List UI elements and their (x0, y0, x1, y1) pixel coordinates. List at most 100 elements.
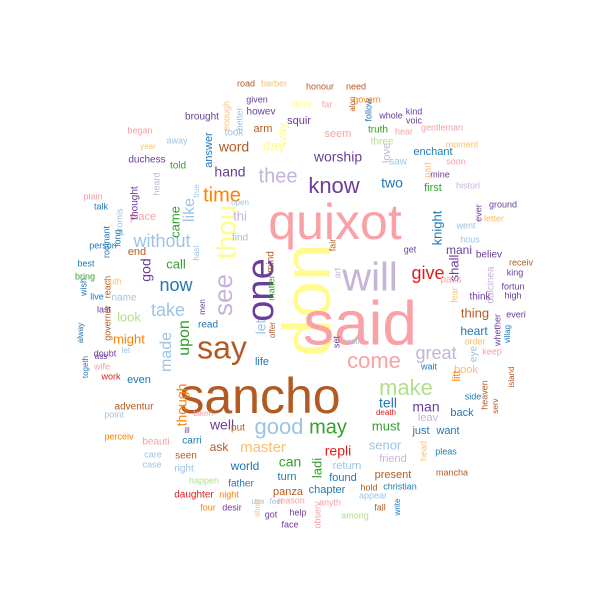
cloud-word-present: present (375, 469, 412, 481)
cloud-word-case: case (142, 459, 161, 469)
cloud-word-shall: shall (446, 255, 461, 282)
cloud-word-even: even (127, 374, 151, 386)
cloud-word-reason: reason (277, 495, 305, 505)
cloud-word-thou: thou (210, 205, 241, 260)
cloud-word-short: short (253, 498, 262, 517)
cloud-word-doubt: doubt (94, 348, 117, 358)
cloud-word-year: year (140, 142, 156, 151)
cloud-word-return: return (333, 460, 362, 472)
cloud-word-soon: soon (446, 156, 466, 166)
cloud-word-one: one (240, 258, 282, 321)
cloud-word-adventur: adventur (115, 402, 155, 413)
cloud-word-upon: upon (176, 320, 193, 356)
cloud-word-look: look (117, 309, 141, 324)
cloud-word-gentleman: gentleman (421, 122, 463, 132)
cloud-word-will: will (341, 256, 398, 300)
cloud-word-ass: ass (95, 352, 107, 361)
cloud-word-though: though (174, 384, 190, 427)
cloud-word-duchess: duchess (128, 155, 165, 166)
cloud-word-ground: ground (489, 199, 517, 209)
cloud-word-tell: tell (379, 395, 397, 411)
cloud-word-castl: castl (343, 337, 360, 346)
cloud-word-mind: mind (266, 251, 277, 273)
cloud-word-four: four (200, 502, 216, 512)
cloud-word-took: took (225, 128, 245, 139)
cloud-word-ask: ask (210, 440, 230, 454)
cloud-word-dulcinea: dulcinea (486, 266, 497, 304)
cloud-word-answer: answer (203, 132, 215, 168)
cloud-word-must: must (372, 418, 401, 433)
cloud-word-pass: pass (440, 275, 461, 286)
cloud-word-open: open (231, 198, 249, 207)
cloud-word-voic: voic (406, 115, 423, 125)
cloud-word-ladi: ladi (309, 458, 324, 478)
cloud-word-last: last (97, 304, 112, 314)
cloud-word-great: great (415, 343, 456, 363)
cloud-word-heart: heart (460, 324, 488, 338)
cloud-word-like: like (181, 198, 198, 222)
cloud-word-two: two (381, 175, 403, 191)
cloud-word-well: well (209, 417, 234, 433)
cloud-word-come: come (347, 348, 401, 373)
cloud-word-place: place (130, 211, 156, 223)
cloud-word-god: god (138, 258, 154, 281)
cloud-word-back: back (450, 407, 474, 419)
cloud-word-mani: mani (446, 243, 472, 257)
cloud-word-first: first (424, 182, 442, 194)
cloud-word-daughter: daughter (174, 490, 214, 501)
cloud-word-said: said (303, 289, 417, 358)
cloud-word-fair: fair (327, 239, 337, 252)
cloud-word-give: give (411, 263, 444, 283)
cloud-word-care: care (144, 449, 162, 459)
cloud-word-right: right (174, 464, 194, 475)
cloud-word-order: order (464, 336, 485, 346)
cloud-word-among: among (341, 510, 369, 520)
cloud-word-make: make (379, 375, 433, 400)
cloud-word-road: road (237, 78, 255, 88)
cloud-word-point: point (104, 409, 124, 419)
cloud-word-alon: alon (348, 96, 357, 111)
cloud-word-saw: saw (389, 157, 408, 168)
cloud-word-just: just (411, 425, 429, 437)
cloud-word-life: life (255, 356, 269, 368)
cloud-word-eye: eye (469, 346, 480, 363)
cloud-word-don: don (269, 243, 345, 356)
cloud-word-without: without (132, 231, 190, 251)
cloud-word-happen: happen (189, 475, 219, 485)
cloud-word-time: time (203, 184, 241, 206)
cloud-word-talk: talk (94, 201, 109, 211)
cloud-word-serv: serv (491, 398, 500, 413)
cloud-word-christian: christian (383, 481, 417, 491)
cloud-word-death: death (376, 408, 396, 417)
cloud-word-senor: senor (369, 437, 402, 452)
cloud-word-honour: honour (306, 81, 334, 91)
cloud-word-truth: truth (368, 125, 388, 136)
cloud-word-feel: feel (270, 497, 283, 506)
cloud-word-word: word (218, 139, 249, 155)
cloud-word-fear: fear (449, 287, 459, 303)
cloud-word-read: read (198, 320, 218, 331)
cloud-word-went: went (455, 220, 476, 230)
cloud-word-promis: promis (114, 208, 124, 236)
cloud-word-matter: matter (266, 275, 276, 301)
cloud-word-better: better (234, 107, 244, 130)
cloud-word-face: face (281, 519, 298, 529)
cloud-word-given: given (246, 94, 268, 104)
cloud-word-seem: seem (325, 128, 352, 140)
cloud-word-ever: ever (473, 204, 483, 222)
cloud-word-litt: litt (451, 371, 463, 382)
cloud-word-leav: leav (418, 412, 439, 424)
cloud-word-hold: hold (360, 482, 377, 492)
cloud-word-knight: knight (429, 210, 444, 245)
cloud-word-rocinant: rocinant (101, 225, 111, 258)
cloud-word-day: day (263, 138, 286, 154)
cloud-word-wife: wife (93, 361, 110, 371)
cloud-word-now: now (159, 275, 193, 295)
cloud-word-call: call (166, 256, 186, 271)
cloud-word-write: write (393, 498, 402, 516)
cloud-word-arm: arm (254, 123, 273, 135)
cloud-word-panza: panza (273, 486, 304, 498)
cloud-word-head: head (418, 441, 428, 461)
cloud-word-enchant: enchant (413, 146, 452, 158)
